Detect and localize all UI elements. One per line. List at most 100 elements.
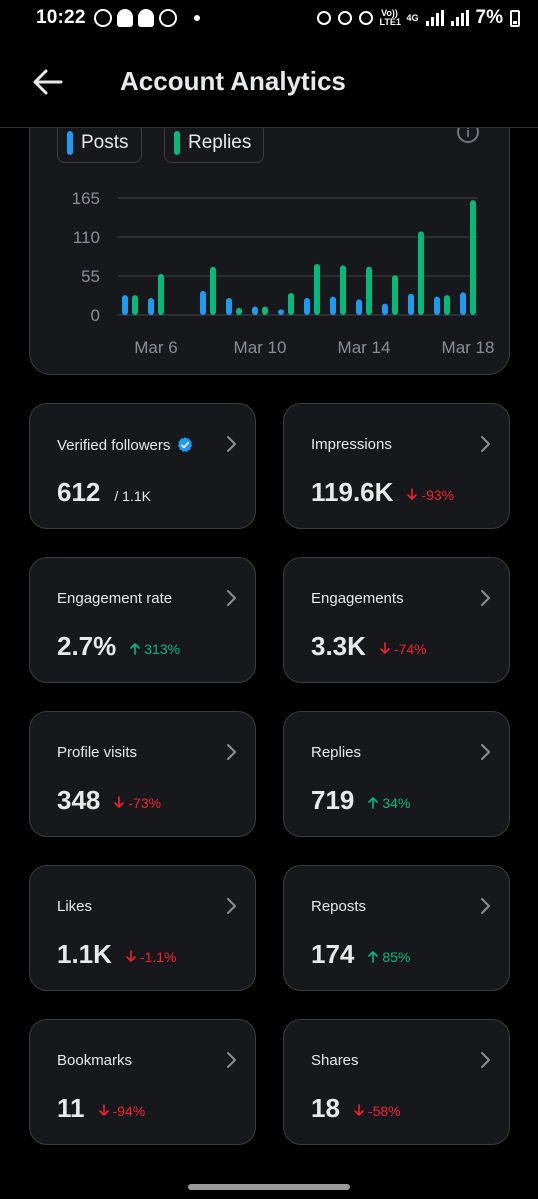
metric-value: 119.6K [311,477,394,507]
metric-change-value: 34% [382,794,411,811]
metric-label-row: Impressions [311,436,392,453]
chart-card: 0 55 110 165 Mar 6 Mar 10 Mar 14 Mar 18 Posts R… [29,90,510,375]
metric-label: Impressions [311,436,392,453]
x-tick-label: Mar 10 [234,338,287,357]
bar-posts[interactable] [148,297,154,315]
arrow-up-icon [368,797,379,809]
chevron-right-icon [481,590,490,606]
x-tick-label: Mar 14 [338,338,391,357]
metric-label: Shares [311,1052,359,1069]
metric-change: -94% [98,1103,145,1119]
bar-posts[interactable] [304,297,310,315]
metric-label: Replies [311,744,362,761]
bar-replies[interactable] [314,263,320,315]
system-icons: Vo)) LTE1 4G 7% [316,7,520,29]
metric-card-shares[interactable]: Shares 18 -58% [283,1019,510,1145]
bar-chart: 0 55 110 165 Mar 6 Mar 10 Mar 14 Mar 18 [72,189,495,357]
snapchat-icon [137,9,154,27]
metric-change: -58% [354,1103,401,1119]
bar-posts[interactable] [330,296,336,315]
chevron-right-icon [227,590,236,606]
metric-change: -74% [380,641,427,657]
bar-posts[interactable] [278,309,284,315]
chevron-right-icon [227,436,236,452]
metric-label-row: Profile visits [57,744,137,761]
bar-replies[interactable] [392,275,398,315]
bar-replies[interactable] [340,265,346,315]
bar-posts[interactable] [226,297,232,315]
bar-replies[interactable] [366,266,372,315]
metric-total: / 1.1K [114,488,151,504]
legend-replies-swatch [174,131,180,155]
bar-posts[interactable] [382,303,388,315]
metric-card-replies[interactable]: Replies 719 34% [283,711,510,837]
metric-label-row: Verified followers [57,436,194,454]
metric-value-row: 3.3K -74% [311,631,427,662]
bar-replies[interactable] [132,295,138,315]
bar-posts[interactable] [200,290,206,315]
metric-value-row: 174 85% [311,939,410,970]
bar-posts[interactable] [434,296,440,315]
bar-replies[interactable] [262,306,268,315]
metric-value-row: 1.1K -1.1% [57,939,177,970]
snapchat-icon [116,9,133,27]
metric-change-value: -93% [421,486,455,503]
metric-label-row: Reposts [311,898,366,915]
face-icon [337,11,352,25]
bar-replies[interactable] [158,273,164,315]
bar-posts[interactable] [122,295,128,315]
metric-card-verified-followers[interactable]: Verified followers 612 / 1.1K [29,403,256,529]
metric-card-engagements[interactable]: Engagements 3.3K -74% [283,557,510,683]
bar-replies[interactable] [470,200,476,315]
metric-card-reposts[interactable]: Reposts 174 85% [283,865,510,991]
arrow-up-icon [368,951,379,963]
bar-replies[interactable] [210,266,216,315]
metric-value: 3.3K [311,631,366,661]
signal-icon [450,10,469,26]
legend-replies[interactable]: Replies [164,123,265,163]
bar-posts[interactable] [252,306,258,315]
metric-card-impressions[interactable]: Impressions 119.6K -93% [283,403,510,529]
bar-replies[interactable] [418,231,424,315]
metric-card-likes[interactable]: Likes 1.1K -1.1% [29,865,256,991]
bar-posts[interactable] [356,299,362,315]
metric-card-profile-visits[interactable]: Profile visits 348 -73% [29,711,256,837]
metric-value: 18 [311,1093,340,1123]
metric-change-value: -58% [367,1102,401,1119]
metric-value-row: 348 -73% [57,785,161,816]
metric-change-value: -1.1% [139,948,177,965]
metric-card-bookmarks[interactable]: Bookmarks 11 -94% [29,1019,256,1145]
bar-posts[interactable] [460,292,466,315]
legend-posts-label: Posts [81,132,129,153]
alarm-icon [358,11,373,25]
bar-posts[interactable] [408,293,414,315]
bar-replies[interactable] [444,295,450,315]
metric-value-row: 11 -94% [57,1093,145,1124]
arrow-down-icon [354,1104,364,1116]
chevron-right-icon [481,744,490,760]
metric-value: 174 [311,939,355,969]
page-title: Account Analytics [120,66,346,96]
metric-label-row: Likes [57,898,92,915]
bar-replies[interactable] [288,293,294,315]
metric-card-engagement-rate[interactable]: Engagement rate 2.7% 313% [29,557,256,683]
metric-value-row: 612 / 1.1K [57,477,151,508]
bar-replies[interactable] [236,307,242,315]
top-bar: Account Analytics [0,36,538,128]
back-button[interactable] [24,58,72,106]
metric-value: 11 [57,1093,85,1123]
metric-change: 34% [368,795,410,811]
notification-icons [93,9,200,27]
chevron-right-icon [227,744,236,760]
metric-label-row: Shares [311,1052,359,1069]
x-tick-label: Mar 18 [442,338,495,357]
chevron-right-icon [227,1052,236,1068]
metric-value: 348 [57,785,101,815]
signal-icon [425,10,444,26]
metric-label-row: Engagement rate [57,590,172,607]
legend-posts[interactable]: Posts [57,123,142,163]
home-indicator[interactable] [188,1184,350,1190]
arrow-down-icon [114,796,125,808]
metric-label: Likes [57,898,93,915]
metric-change-value: -73% [128,794,162,811]
